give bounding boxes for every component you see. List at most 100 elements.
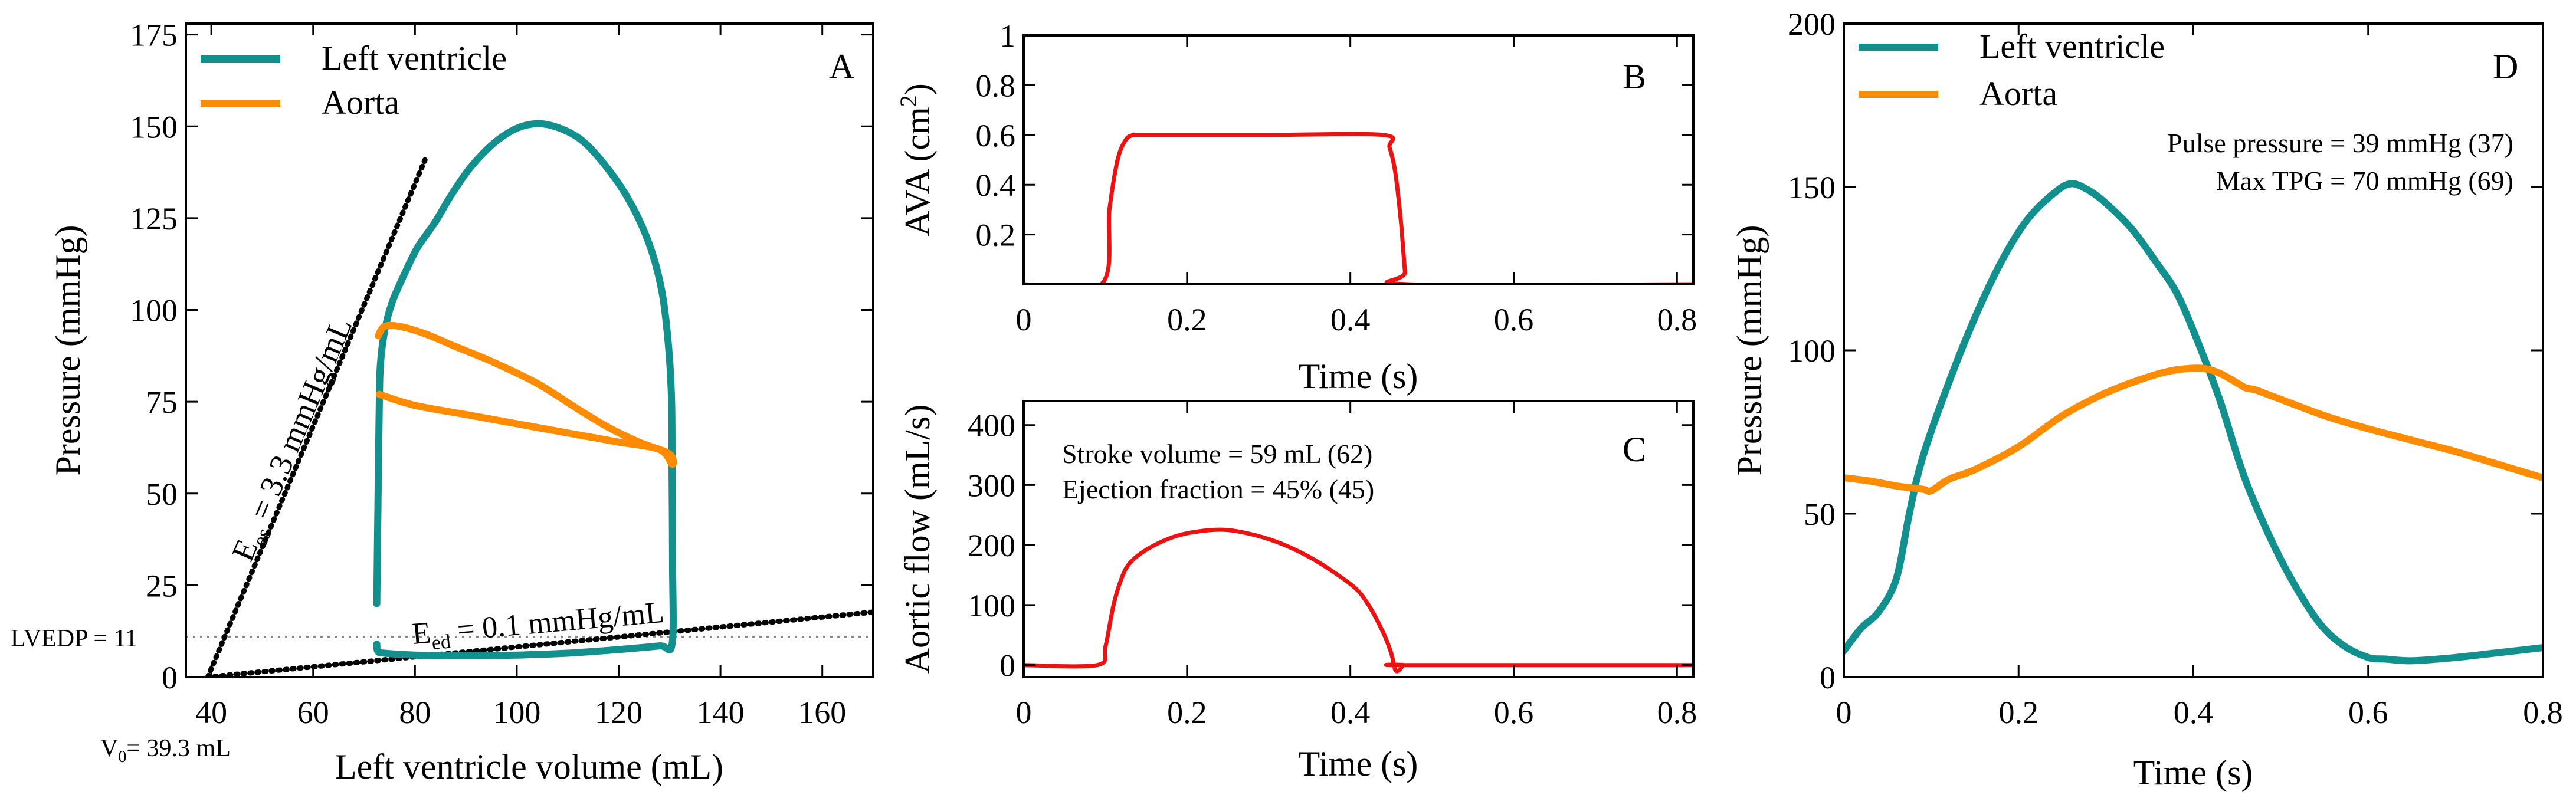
panel-b-ylabel-end: )	[898, 83, 937, 95]
xtick-label-D-1: 0.2	[1999, 695, 2039, 730]
xtick-label-C-1: 0.2	[1167, 695, 1207, 730]
panel-a-label: A	[829, 47, 854, 86]
reference-line-1	[205, 609, 873, 677]
ytick-label-A-1: 25	[146, 568, 178, 603]
xtick-label-D-4: 0.8	[2523, 695, 2563, 730]
xtick-label-B-0: 0	[1016, 302, 1032, 337]
ytick-label-C-3: 300	[968, 468, 1015, 503]
panel-b-ava: 0 0.2 0.4 0.6 0.8 0.2 0.4 0.6 0.8 1 B Time (s) AV…	[895, 18, 1697, 396]
panel-a-reference-lines	[205, 156, 873, 677]
panel-b-ticks: 0 0.2 0.4 0.6 0.8 0.2 0.4 0.6 0.8 1	[976, 18, 1697, 337]
ytick-label-D-3: 150	[1788, 170, 1836, 205]
panel-b-series	[1024, 132, 1693, 284]
xtick-label-A-1: 60	[297, 695, 329, 730]
ytick-label-D-0: 0	[1820, 660, 1836, 695]
panel-b-ylabel-main: AVA (cm	[898, 107, 937, 237]
panel-c-aortic-flow: 0 0.2 0.4 0.6 0.8 0 100 200 300 400 C Stroke volu…	[898, 400, 1697, 783]
ytick-label-B-1: 0.4	[976, 167, 1016, 203]
xtick-label-C-4: 0.8	[1657, 695, 1697, 730]
ytick-label-B-2: 0.6	[976, 118, 1016, 153]
ytick-label-A-4: 100	[130, 293, 178, 329]
ytick-label-A-2: 50	[146, 477, 178, 512]
xtick-label-A-0: 40	[195, 695, 227, 730]
panel-c-xlabel: Time (s)	[1299, 744, 1418, 783]
ytick-label-A-3: 75	[146, 385, 178, 420]
panel-a-frame	[185, 22, 874, 678]
series-D-aorta	[1844, 364, 2543, 495]
eed-value: = 0.1 mmHg/mL	[448, 596, 666, 648]
v0-v: V	[100, 735, 118, 762]
v0-label: V0= 39.3 mL	[100, 735, 231, 766]
panel-c-frame	[1022, 400, 1695, 678]
panel-a-legend: Left ventricle Aorta	[201, 39, 507, 121]
ejection-fraction-text: Ejection fraction = 45% (45)	[1062, 474, 1374, 504]
xtick-label-C-2: 0.4	[1330, 695, 1371, 730]
panel-d-xlabel: Time (s)	[2133, 753, 2253, 792]
v0-value: = 39.3 mL	[126, 735, 231, 762]
lvedp-label: LVEDP = 11	[11, 625, 137, 652]
eed-e: E	[411, 616, 432, 651]
pulse-pressure-text: Pulse pressure = 39 mmHg (37)	[2167, 128, 2513, 158]
panel-d-frame	[1843, 22, 2544, 678]
xtick-label-B-2: 0.4	[1330, 302, 1371, 337]
series-B-ava	[1024, 132, 1693, 284]
xtick-label-A-6: 160	[798, 695, 846, 730]
xtick-label-A-3: 100	[493, 695, 540, 730]
panel-d-legend: Left ventricle Aorta	[1859, 27, 2165, 113]
ytick-label-B-3: 0.8	[976, 68, 1016, 103]
panel-b-ylabel-sup: 2	[895, 95, 922, 107]
panel-a-ticks: 40 60 80 100 120 140 160 0 25 50 75 100 125 150 175	[130, 18, 873, 730]
series-D-left-ventricle	[1844, 180, 2543, 665]
reference-line-0	[205, 156, 428, 677]
legend-a-lv-label: Left ventricle	[322, 39, 507, 77]
legend-d-aorta-label: Aorta	[1979, 74, 2057, 113]
panel-c-label: C	[1623, 430, 1646, 469]
ytick-label-A-7: 175	[130, 18, 178, 53]
panel-b-ylabel: AVA (cm2)	[895, 83, 937, 236]
series-A-aorta	[375, 321, 677, 468]
xtick-label-D-0: 0	[1836, 695, 1852, 730]
series-C-aortic-flow	[1024, 527, 1693, 674]
xtick-label-A-5: 140	[697, 695, 745, 730]
ytick-label-D-4: 200	[1788, 6, 1836, 42]
ytick-label-A-5: 125	[130, 201, 178, 237]
xtick-label-B-3: 0.6	[1494, 302, 1534, 337]
series-A-left-ventricle	[373, 120, 677, 659]
legend-d-lv-label: Left ventricle	[1979, 27, 2165, 65]
max-tpg-text: Max TPG = 70 mmHg (69)	[2216, 166, 2513, 196]
xtick-label-B-1: 0.2	[1167, 302, 1207, 337]
ytick-label-C-1: 100	[968, 588, 1015, 623]
ytick-label-C-2: 200	[968, 528, 1015, 563]
ytick-label-A-0: 0	[162, 660, 178, 695]
ees-annotation: Ees = 3.3 mmHg/mL	[225, 313, 363, 568]
ytick-label-D-2: 100	[1788, 333, 1836, 369]
panel-d-series	[1844, 180, 2543, 665]
legend-a-aorta-label: Aorta	[322, 83, 399, 121]
panel-b-xlabel: Time (s)	[1299, 357, 1418, 396]
panel-d-pressure-time: 0 0.2 0.4 0.6 0.8 0 50 100 150 200 D Left ventric…	[1730, 6, 2563, 792]
panel-d-ticks: 0 0.2 0.4 0.6 0.8 0 50 100 150 200	[1788, 6, 2563, 730]
panel-d-label: D	[2493, 47, 2518, 86]
xtick-label-A-4: 120	[595, 695, 643, 730]
panel-c-ticks: 0 0.2 0.4 0.6 0.8 0 100 200 300 400	[968, 401, 1697, 730]
xtick-label-B-4: 0.8	[1657, 302, 1697, 337]
panel-a-xlabel: Left ventricle volume (mL)	[335, 747, 723, 786]
panel-a-ylabel: Pressure (mmHg)	[48, 225, 87, 476]
stroke-volume-text: Stroke volume = 59 mL (62)	[1062, 439, 1372, 469]
ytick-label-B-4: 1	[999, 18, 1015, 54]
panel-c-series	[1024, 527, 1693, 674]
ytick-label-C-4: 400	[968, 408, 1015, 444]
xtick-label-C-3: 0.6	[1494, 695, 1534, 730]
panel-b-frame	[1022, 34, 1695, 285]
panel-c-ylabel: Aortic flow (mL/s)	[898, 405, 937, 674]
xtick-label-D-3: 0.6	[2348, 695, 2388, 730]
xtick-label-D-2: 0.4	[2174, 695, 2214, 730]
xtick-label-C-0: 0	[1016, 695, 1032, 730]
panel-d-ylabel: Pressure (mmHg)	[1730, 225, 1769, 476]
panel-b-label: B	[1623, 57, 1646, 96]
ees-value: = 3.3 mmHg/mL	[239, 313, 359, 532]
panel-a-series	[373, 120, 677, 659]
eed-subscript: ed	[431, 630, 451, 654]
